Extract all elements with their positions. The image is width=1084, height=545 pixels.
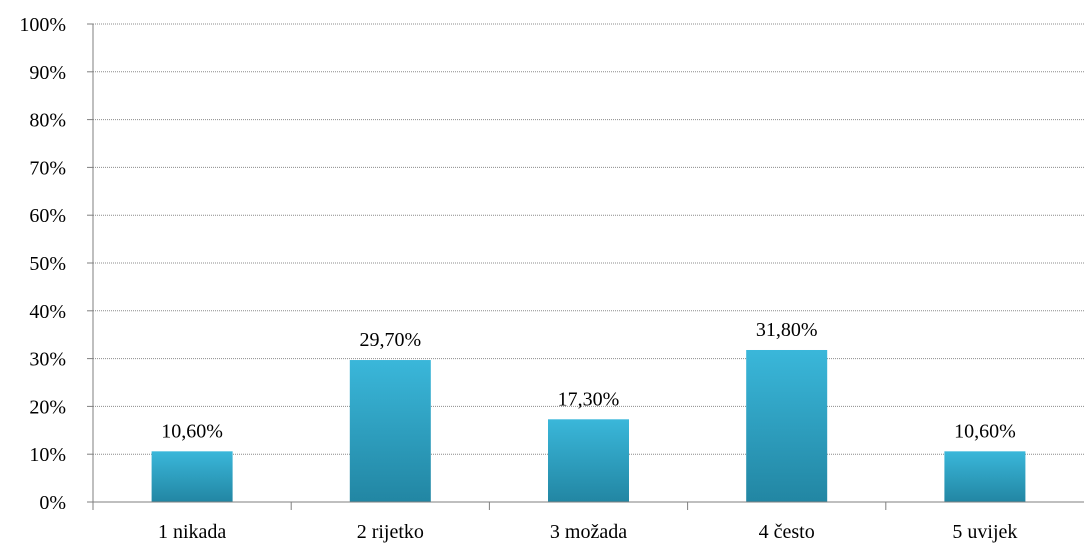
y-tick-label: 30% — [29, 349, 66, 371]
data-label: 10,60% — [954, 420, 1016, 442]
y-tick-label: 0% — [39, 492, 66, 514]
bar — [548, 419, 629, 502]
category-label: 1 nikada — [158, 521, 226, 543]
data-label: 29,70% — [359, 329, 421, 351]
y-tick-label: 20% — [29, 396, 66, 418]
y-tick-label: 40% — [29, 301, 66, 323]
y-tick-label: 100% — [19, 14, 66, 36]
bar — [151, 451, 233, 502]
data-label: 31,80% — [756, 319, 818, 341]
bar — [944, 451, 1026, 502]
bar — [349, 360, 431, 502]
y-tick-label: 10% — [29, 444, 66, 466]
y-tick-label: 50% — [29, 253, 66, 275]
data-label: 17,30% — [558, 388, 620, 410]
data-label: 10,60% — [161, 420, 223, 442]
y-tick-label: 70% — [29, 157, 66, 179]
data-labels: 10,60% 29,70% 17,30% 31,80% 10,60% — [161, 319, 1015, 442]
y-axis-ticks: 0% 10% 20% 30% 40% 50% 60% 70% 80% 90% 100% — [19, 14, 93, 514]
y-tick-label: 90% — [29, 62, 66, 84]
category-label: 3 možada — [550, 521, 627, 543]
bar — [746, 349, 828, 502]
axes — [87, 24, 1084, 510]
x-axis-categories: 1 nikada 2 rijetko 3 možada 4 često 5 uvijek — [158, 521, 1017, 543]
category-label: 2 rijetko — [357, 521, 424, 543]
category-label: 5 uvijek — [952, 521, 1017, 543]
bars — [151, 349, 1026, 502]
category-label: 4 često — [759, 521, 815, 543]
y-tick-label: 60% — [29, 205, 66, 227]
y-tick-label: 80% — [29, 110, 66, 132]
